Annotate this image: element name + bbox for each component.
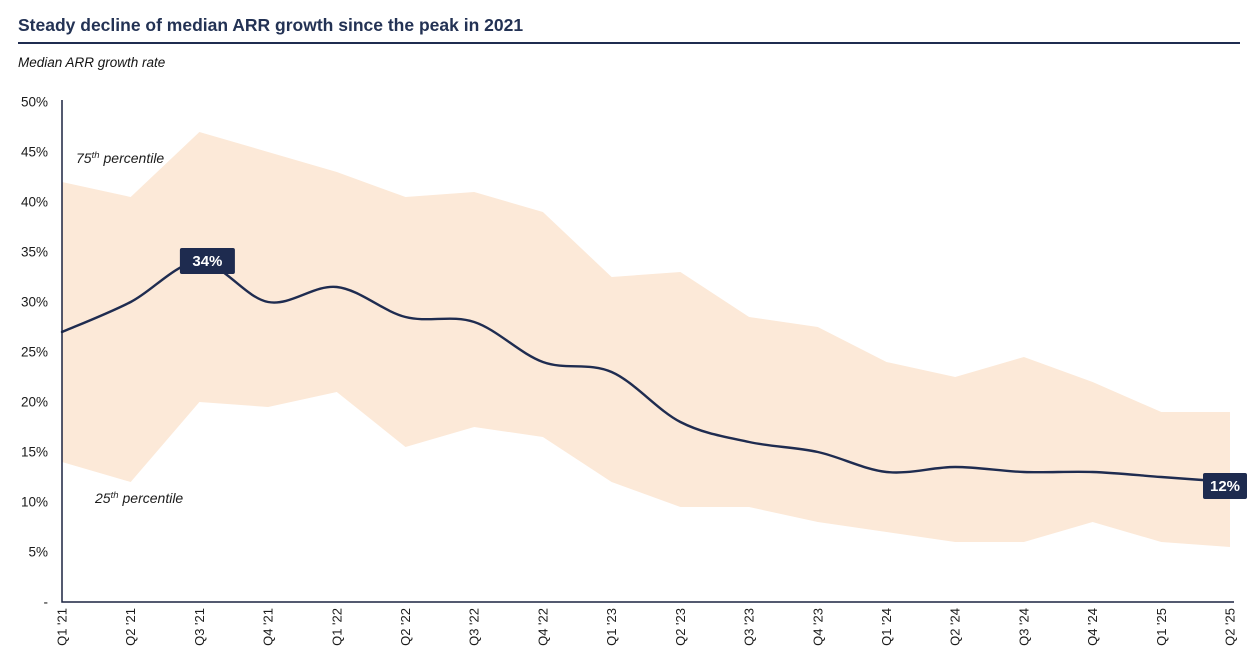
y-axis-tick-label: 50% [21,95,48,110]
y-axis-tick-label: 10% [21,495,48,510]
y-axis-tick-label: - [44,595,49,610]
x-axis-tick-label: Q4 '21 [261,608,276,646]
x-axis-tick-label: Q3 '22 [467,608,482,646]
y-axis-tick-label: 45% [21,145,48,160]
x-axis-tick-label: Q4 '22 [535,608,550,646]
x-axis-tick-label: Q1 '24 [879,608,894,646]
y-axis-tick-label: 5% [28,545,48,560]
x-axis-tick-label: Q2 '21 [123,608,138,646]
x-axis-tick-label: Q2 '23 [673,608,688,646]
chart-subtitle: Median ARR growth rate [18,55,166,70]
latest-value-badge [1203,473,1247,499]
x-axis-tick-label: Q4 '24 [1085,608,1100,646]
x-axis-tick-label: Q1 '21 [55,608,70,646]
x-axis-tick-label: Q1 '23 [604,608,619,646]
x-axis-tick-label: Q1 '25 [1154,608,1169,646]
x-axis-tick-label: Q3 '21 [192,608,207,646]
x-axis-tick-label: Q2 '25 [1223,608,1238,646]
chart-header: Steady decline of median ARR growth sinc… [18,15,1240,70]
median-line [60,260,1232,484]
x-axis-tick-label: Q4 '23 [810,608,825,646]
x-axis-tick-label: Q1 '22 [329,608,344,646]
x-axis-tick-label: Q3 '23 [742,608,757,646]
latest-value-badge-text: 12% [1210,478,1240,495]
y-axis-tick-label: 25% [21,345,48,360]
25th-percentile-label-base: 25 [94,490,111,506]
75th-percentile-label-base: 75 [76,150,92,166]
75th-percentile-label-rest: percentile [103,150,165,166]
y-axis-tick-label: 20% [21,395,48,410]
title-rule [18,42,1240,44]
peak-value-badge-text: 34% [192,253,222,270]
y-axis-tick-label: 30% [21,295,48,310]
page-title: Steady decline of median ARR growth sinc… [18,15,524,35]
y-axis-tick-label: 35% [21,245,48,260]
25th-percentile-label: 25th percentile [94,490,183,506]
75th-percentile-label: 75th percentile [76,150,164,166]
peak-value-badge [179,248,235,274]
x-axis-tick-label: Q2 '22 [398,608,413,646]
75th-percentile-label-sup: th [92,150,100,161]
y-axis-tick-label: 15% [21,445,48,460]
percentile-band [62,132,1230,547]
y-axis-tick-label: 40% [21,195,48,210]
chart-axes [61,100,1234,603]
x-axis-tick-label: Q2 '24 [948,608,963,646]
25th-percentile-label-rest: percentile [122,490,184,506]
x-axis-tick-label: Q3 '24 [1016,608,1031,646]
25th-percentile-label-sup: th [111,490,119,501]
